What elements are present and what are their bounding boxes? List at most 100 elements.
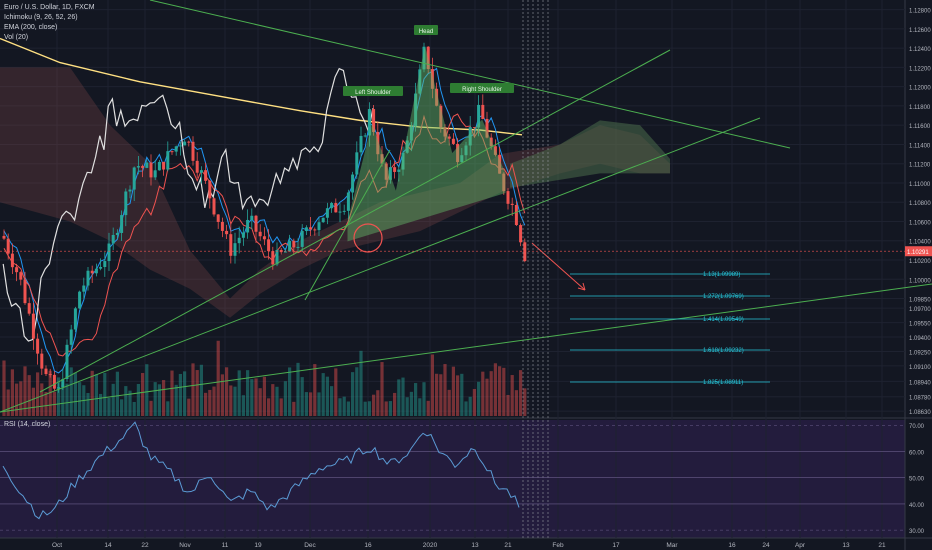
volume-bar [309, 392, 313, 416]
candle-body [6, 238, 10, 254]
candle-body [250, 215, 254, 220]
candle-body [510, 203, 514, 205]
candle-body [19, 272, 23, 280]
volume-bar [338, 398, 342, 416]
candle-body [384, 163, 388, 180]
volume-bar [61, 384, 65, 416]
candle-body [372, 109, 376, 132]
candle-body [128, 189, 132, 192]
candle-body [472, 127, 476, 129]
volume-bar [44, 391, 48, 416]
volume-bar [313, 364, 317, 416]
price-tick-label: 1.12800 [909, 9, 931, 15]
candle-body [422, 46, 426, 70]
time-tick-label: 17 [612, 542, 620, 549]
volume-bar [271, 384, 275, 416]
candle-body [262, 236, 266, 240]
volume-bar [250, 379, 254, 416]
volume-bar [204, 392, 208, 416]
pattern-label-left-shoulder-box [343, 86, 403, 96]
pattern-label-right-shoulder: Right Shoulder [462, 87, 502, 93]
trend-line [0, 117, 761, 413]
price-tick-label: 1.11600 [909, 124, 931, 130]
time-tick-label: Nov [179, 542, 191, 549]
candle-body [338, 211, 342, 213]
volume-bar [493, 363, 497, 416]
volume-bar [149, 400, 153, 416]
candle-body [61, 378, 65, 388]
volume-bar [107, 397, 111, 416]
volume-bar [69, 367, 73, 416]
candle-body [330, 203, 334, 209]
volume-bar [153, 382, 157, 416]
candle-body [94, 268, 98, 274]
candle-body [73, 308, 77, 330]
candle-body [393, 167, 397, 172]
pattern-label-right-shoulder-box [450, 83, 514, 93]
volume-bar [359, 350, 363, 416]
candle-body [346, 192, 350, 211]
candle-body [489, 137, 493, 147]
candle-body [325, 208, 329, 218]
volume-bar [388, 401, 392, 416]
volume-bar [262, 376, 266, 416]
price-tick-label: 1.10400 [909, 240, 931, 246]
volume-bar [426, 400, 430, 416]
volume-bar [422, 382, 426, 416]
ichimoku-cloud-bullish [510, 120, 670, 188]
volume-bar [296, 362, 300, 416]
volume-bar [372, 394, 376, 416]
candle-body [204, 170, 208, 181]
volume-bar [19, 381, 23, 416]
candle-body [447, 136, 451, 139]
pattern-label-head-box [414, 25, 438, 35]
candle-body [52, 374, 56, 389]
volume-bar [342, 396, 346, 416]
candle-body [498, 154, 502, 174]
legend-ichimoku: Ichimoku (9, 26, 52, 26) [4, 14, 78, 21]
candle-body [65, 344, 69, 379]
volume-bar [414, 383, 418, 416]
volume-bar [502, 367, 506, 416]
volume-bar [128, 390, 132, 416]
price-tick-label: 1.11400 [909, 143, 931, 149]
fib-level-label: 1.414(1.09549) [703, 317, 744, 323]
volume-bar [212, 386, 216, 416]
candle-body [519, 225, 523, 243]
candle-body [174, 146, 178, 152]
volume-bar [397, 379, 401, 416]
candle-body [82, 285, 86, 292]
candle-body [342, 210, 346, 212]
fib-level-label: 1.618(1.09232) [703, 348, 744, 354]
volume-bar [90, 370, 94, 416]
volume-bar [317, 392, 321, 416]
candle-body [418, 69, 422, 94]
legend-volume: Vol (20) [4, 34, 29, 41]
fib-level-label: 1.272(1.09769) [703, 294, 744, 300]
price-tick-label: 1.12400 [909, 47, 931, 53]
time-tick-label: 19 [254, 542, 262, 549]
candle-body [443, 127, 447, 137]
volume-bar [94, 374, 98, 416]
time-tick-label: 16 [364, 542, 372, 549]
candle-body [90, 270, 94, 274]
volume-bar [481, 371, 485, 416]
rsi-panel-background [0, 420, 905, 538]
candle-body [258, 231, 262, 237]
volume-bar [141, 373, 145, 416]
volume-bar [514, 390, 518, 416]
volume-bar [65, 383, 69, 416]
volume-bar [456, 375, 460, 416]
candle-body [309, 227, 313, 230]
time-tick-label: 14 [104, 542, 112, 549]
volume-bar [267, 398, 271, 416]
price-tick-label: 1.09100 [909, 365, 931, 371]
candle-body [27, 303, 31, 314]
volume-bar [321, 373, 325, 416]
candle-body [220, 221, 224, 231]
volume-bar [409, 391, 413, 416]
volume-bar [254, 378, 258, 416]
volume-bar [489, 371, 493, 416]
price-tick-label: 1.11200 [909, 163, 931, 169]
